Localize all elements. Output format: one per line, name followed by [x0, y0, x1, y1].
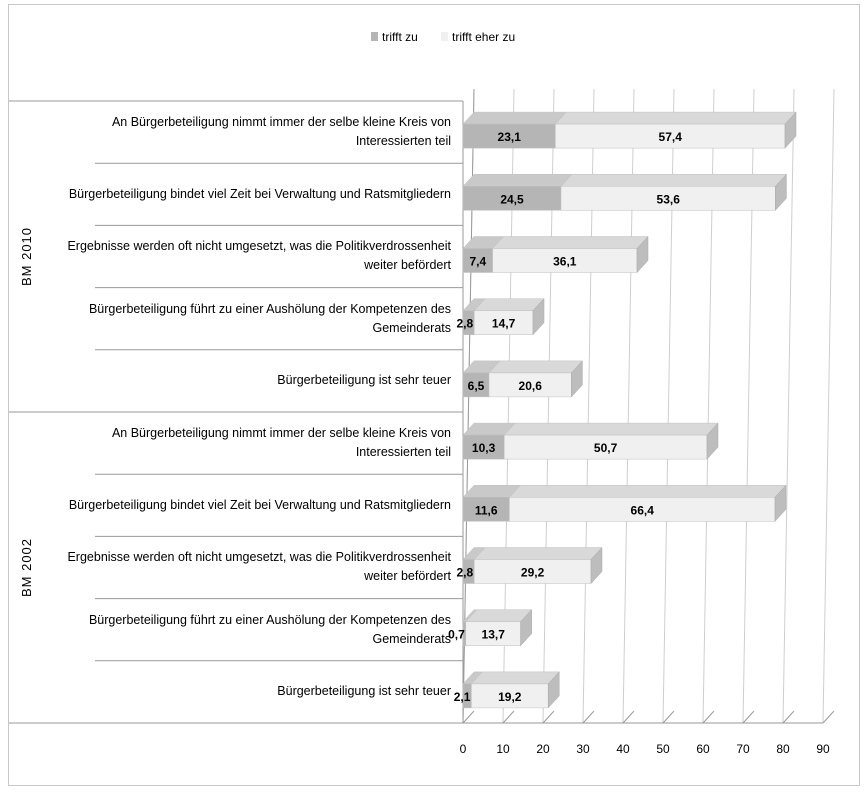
bars-layer: 23,1 57,4 24,5 53,6 7,4 36,1 2,8 14,7 6,5 20,6 10,…	[448, 111, 797, 709]
floor-tick	[702, 710, 715, 724]
x-tick-label: 0	[460, 742, 467, 756]
bar-top-face	[465, 609, 533, 622]
data-label: 2,1	[454, 690, 471, 704]
gridline	[822, 88, 835, 724]
data-label: 24,5	[500, 192, 524, 206]
bar-trifft-zu	[462, 123, 556, 149]
x-tick-label: 30	[576, 742, 590, 756]
bar-trifft-zu	[462, 372, 490, 398]
bar-side-face	[571, 360, 583, 398]
data-label: 11,6	[475, 503, 498, 517]
floor-tick	[662, 710, 675, 724]
category-label: Bürgerbeteiligung bindet viel Zeit bei V…	[68, 186, 451, 201]
bar-trifft-zu	[462, 248, 493, 273]
bar-trifft-eher-zu	[560, 186, 776, 211]
bar-trifft-eher-zu	[465, 621, 521, 646]
bar-side-face	[547, 671, 560, 709]
category-label: An Bürgerbeteiligung nimmt immer der sel…	[111, 115, 451, 149]
floor-tick	[622, 710, 635, 724]
data-label: 53,6	[657, 192, 681, 206]
data-label: 6,5	[468, 379, 485, 393]
gridline	[782, 88, 795, 724]
bar-trifft-eher-zu	[473, 559, 592, 584]
bar-trifft-eher-zu	[555, 123, 786, 149]
axis-layer: 0 10 20 30 40 50 60 70 80 90 BM 2010 BM 2002	[9, 100, 830, 756]
data-label: 14,7	[492, 317, 516, 331]
data-label: 50,7	[594, 441, 618, 455]
bar-trifft-eher-zu	[471, 683, 549, 709]
bar-side-face	[774, 484, 787, 522]
bar-side-face	[590, 546, 603, 585]
floor-tick	[502, 710, 515, 724]
floor-tick	[742, 710, 755, 724]
bar-top-face	[508, 485, 787, 498]
bar-top-face	[492, 236, 649, 249]
bar-side-face	[784, 111, 797, 149]
data-label: 19,2	[498, 690, 522, 704]
bar-top-face	[488, 360, 583, 374]
floor-tick	[822, 710, 835, 724]
bar-side-face	[520, 609, 532, 647]
x-tick-label: 70	[736, 742, 750, 756]
category-label: An Bürgerbeteiligung nimmt immer der sel…	[111, 426, 451, 460]
data-label: 36,1	[553, 255, 577, 269]
category-label: Bürgerbeteiligung ist sehr teuer	[277, 684, 451, 699]
data-label: 57,4	[659, 130, 683, 144]
floor-tick	[462, 710, 475, 724]
legend-label: trifft zu	[382, 30, 418, 44]
data-label: 7,4	[469, 255, 486, 269]
bar-top-face	[470, 671, 560, 685]
category-label: Ergebnisse werden oft nicht umgesetzt, w…	[67, 239, 451, 273]
stacked-bar-chart: 0 10 20 30 40 50 60 70 80 90 BM 2010 BM 2002 23,1 57…	[9, 30, 835, 756]
x-tick-label: 20	[536, 742, 550, 756]
bar-top-face	[554, 111, 797, 125]
category-label: Bürgerbeteiligung bindet viel Zeit bei V…	[68, 497, 451, 512]
bar-top-face	[462, 174, 573, 187]
bar-trifft-eher-zu	[492, 248, 638, 273]
legend-swatch	[371, 32, 378, 41]
bar-side-face	[532, 298, 545, 336]
category-label: Bürgerbeteiligung ist sehr teuer	[277, 373, 451, 388]
category-label: Bürgerbeteiligung führt zu einer Aushölu…	[88, 301, 451, 335]
floor-tick	[582, 710, 595, 724]
bar-top-face	[473, 298, 545, 311]
data-label: 13,7	[482, 628, 506, 642]
bar-top-face	[473, 547, 603, 560]
bar-trifft-eher-zu	[488, 372, 572, 398]
bar-trifft-zu	[462, 186, 562, 211]
floor-tick	[782, 710, 795, 724]
bar-top-face	[503, 422, 719, 436]
bar-trifft-zu	[462, 434, 505, 460]
group-label: BM 2002	[19, 538, 34, 597]
bar-trifft-eher-zu	[509, 497, 776, 522]
x-tick-label: 90	[816, 742, 830, 756]
floor-tick	[542, 710, 555, 724]
data-label: 20,6	[519, 379, 543, 393]
x-tick-label: 50	[656, 742, 670, 756]
x-tick-label: 60	[696, 742, 710, 756]
chart-frame: 0 10 20 30 40 50 60 70 80 90 BM 2010 BM 2002 23,1 57…	[8, 4, 860, 786]
bar-side-face	[706, 422, 719, 460]
category-label: Ergebnisse werden oft nicht umgesetzt, w…	[67, 550, 451, 584]
data-label: 0,7	[448, 628, 465, 642]
legend-label: trifft eher zu	[452, 30, 515, 44]
data-label: 2,8	[457, 566, 474, 580]
bar-side-face	[636, 235, 649, 274]
data-label: 2,8	[457, 317, 474, 331]
data-label: 66,4	[631, 503, 655, 517]
x-tick-label: 80	[776, 742, 790, 756]
bar-top-face	[462, 111, 567, 125]
bar-side-face	[775, 173, 787, 211]
bar-top-face	[560, 174, 787, 187]
bar-trifft-eher-zu	[503, 434, 708, 460]
data-label: 23,1	[498, 130, 522, 144]
category-label: Bürgerbeteiligung führt zu einer Aushölu…	[88, 612, 451, 646]
data-label: 29,2	[521, 566, 545, 580]
x-tick-label: 10	[496, 742, 510, 756]
legend-layer: trifft zu trifft eher zu	[371, 30, 515, 44]
x-tick-label: 40	[616, 742, 630, 756]
legend-swatch	[441, 32, 448, 41]
data-label: 10,3	[472, 441, 496, 455]
group-label: BM 2010	[19, 227, 34, 286]
